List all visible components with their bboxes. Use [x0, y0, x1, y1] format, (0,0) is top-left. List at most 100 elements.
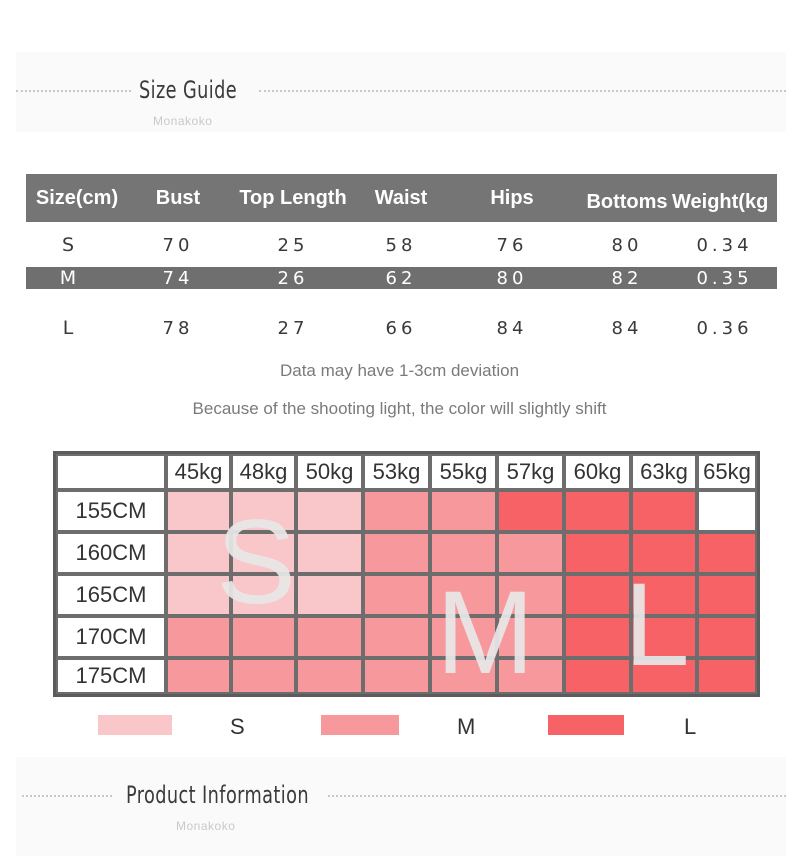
weight-header: 57kg [497, 454, 564, 490]
size-cell [231, 658, 296, 694]
size-cell [363, 658, 430, 694]
size-value: 0.35 [696, 267, 753, 289]
header-hips: Hips [490, 186, 534, 209]
size-value: 62 [385, 267, 417, 289]
size-cell [363, 616, 430, 658]
header-bottoms: Bottoms [586, 190, 668, 213]
size-value: 70 [162, 234, 194, 256]
size-cell [363, 574, 430, 616]
size-cell [430, 616, 497, 658]
color-shift-note: Because of the shooting light, the color… [192, 399, 607, 418]
size-cell [497, 532, 564, 574]
header-waist: Waist [374, 186, 428, 209]
product-info-header: Product Information Monakoko [16, 757, 786, 856]
size-cell [363, 490, 430, 532]
size-cell [497, 616, 564, 658]
size-cell [564, 616, 631, 658]
size-cell [697, 658, 757, 694]
header-size: Size(cm) [35, 186, 119, 209]
size-cell [166, 616, 231, 658]
size-cell [697, 574, 757, 616]
size-label: L [62, 317, 74, 339]
weight-header: 45kg [166, 454, 231, 490]
deviation-note: Data may have 1-3cm deviation [279, 361, 520, 380]
legend-label: M [457, 714, 476, 739]
weight-header: 65kg [697, 454, 757, 490]
size-cell [697, 532, 757, 574]
weight-header: 50kg [296, 454, 363, 490]
header-rule-right [259, 90, 786, 92]
size-overlay-letter: L [624, 559, 690, 691]
size-value: 0.36 [696, 317, 753, 339]
height-header: 160CM [56, 532, 166, 574]
size-guide-header: Size Guide Monakoko [16, 52, 786, 132]
size-cell [564, 574, 631, 616]
size-cell [363, 532, 430, 574]
size-value: 80 [496, 267, 528, 289]
size-label: M [59, 267, 77, 289]
size-cell [564, 658, 631, 694]
header-top-length: Top Length [239, 186, 347, 209]
size-value: 74 [162, 267, 194, 289]
size-cell [430, 490, 497, 532]
height-header: 165CM [56, 574, 166, 616]
weight-header: 48kg [231, 454, 296, 490]
legend-label: S [230, 714, 245, 739]
size-value: 80 [611, 234, 643, 256]
size-cell [231, 532, 296, 574]
size-cell [631, 658, 697, 694]
size-cell [564, 490, 631, 532]
size-value: 78 [162, 317, 194, 339]
weight-header: 53kg [363, 454, 430, 490]
size-cell [166, 532, 231, 574]
header-rule-right [328, 795, 786, 797]
size-cell [166, 658, 231, 694]
size-value: 27 [277, 317, 309, 339]
size-cell [430, 574, 497, 616]
height-header: 175CM [56, 658, 166, 694]
size-cell [231, 490, 296, 532]
product-info-title: Product Information [126, 781, 309, 809]
size-table-header-row: Size(cm) Bust Top Length Waist Hips Bott… [26, 174, 777, 222]
size-value: 25 [277, 234, 309, 256]
size-guide-title: Size Guide [139, 76, 238, 104]
size-cell [631, 490, 697, 532]
legend-label: L [684, 714, 697, 739]
size-cell [296, 532, 363, 574]
header-weight: Weight(kg [672, 190, 769, 213]
size-cell [231, 616, 296, 658]
size-table-row: S 70 25 58 76 80 0.34 [26, 224, 777, 266]
size-value: 26 [277, 267, 309, 289]
size-recommendation-chart: 45kg 48kg 50kg 53kg 55kg 57kg 60kg 63kg 65kg 155C… [53, 451, 760, 697]
size-guide-brand: Monakoko [153, 114, 213, 128]
size-cell [497, 490, 564, 532]
size-cell [430, 658, 497, 694]
size-value: 66 [385, 317, 417, 339]
size-cell [231, 574, 296, 616]
size-cell [697, 490, 757, 532]
size-cell [631, 532, 697, 574]
size-value: 82 [611, 267, 643, 289]
size-value: 76 [496, 234, 528, 256]
size-value: 0.34 [696, 234, 753, 256]
size-label: S [61, 234, 75, 256]
size-cell [697, 616, 757, 658]
header-rule-left [16, 90, 131, 92]
size-cell [430, 532, 497, 574]
size-value: 84 [496, 317, 528, 339]
size-cell [631, 574, 697, 616]
size-overlay-letter: S [216, 495, 297, 629]
legend-swatch [98, 715, 172, 735]
chart-corner [56, 454, 166, 490]
size-cell [296, 490, 363, 532]
product-info-brand: Monakoko [176, 819, 236, 833]
weight-header: 63kg [631, 454, 697, 490]
legend-swatch [321, 715, 399, 735]
size-value: 84 [611, 317, 643, 339]
size-cell [497, 658, 564, 694]
header-bust: Bust [155, 186, 201, 209]
size-cell [296, 616, 363, 658]
height-header: 170CM [56, 616, 166, 658]
size-cell [296, 658, 363, 694]
size-cell [166, 574, 231, 616]
